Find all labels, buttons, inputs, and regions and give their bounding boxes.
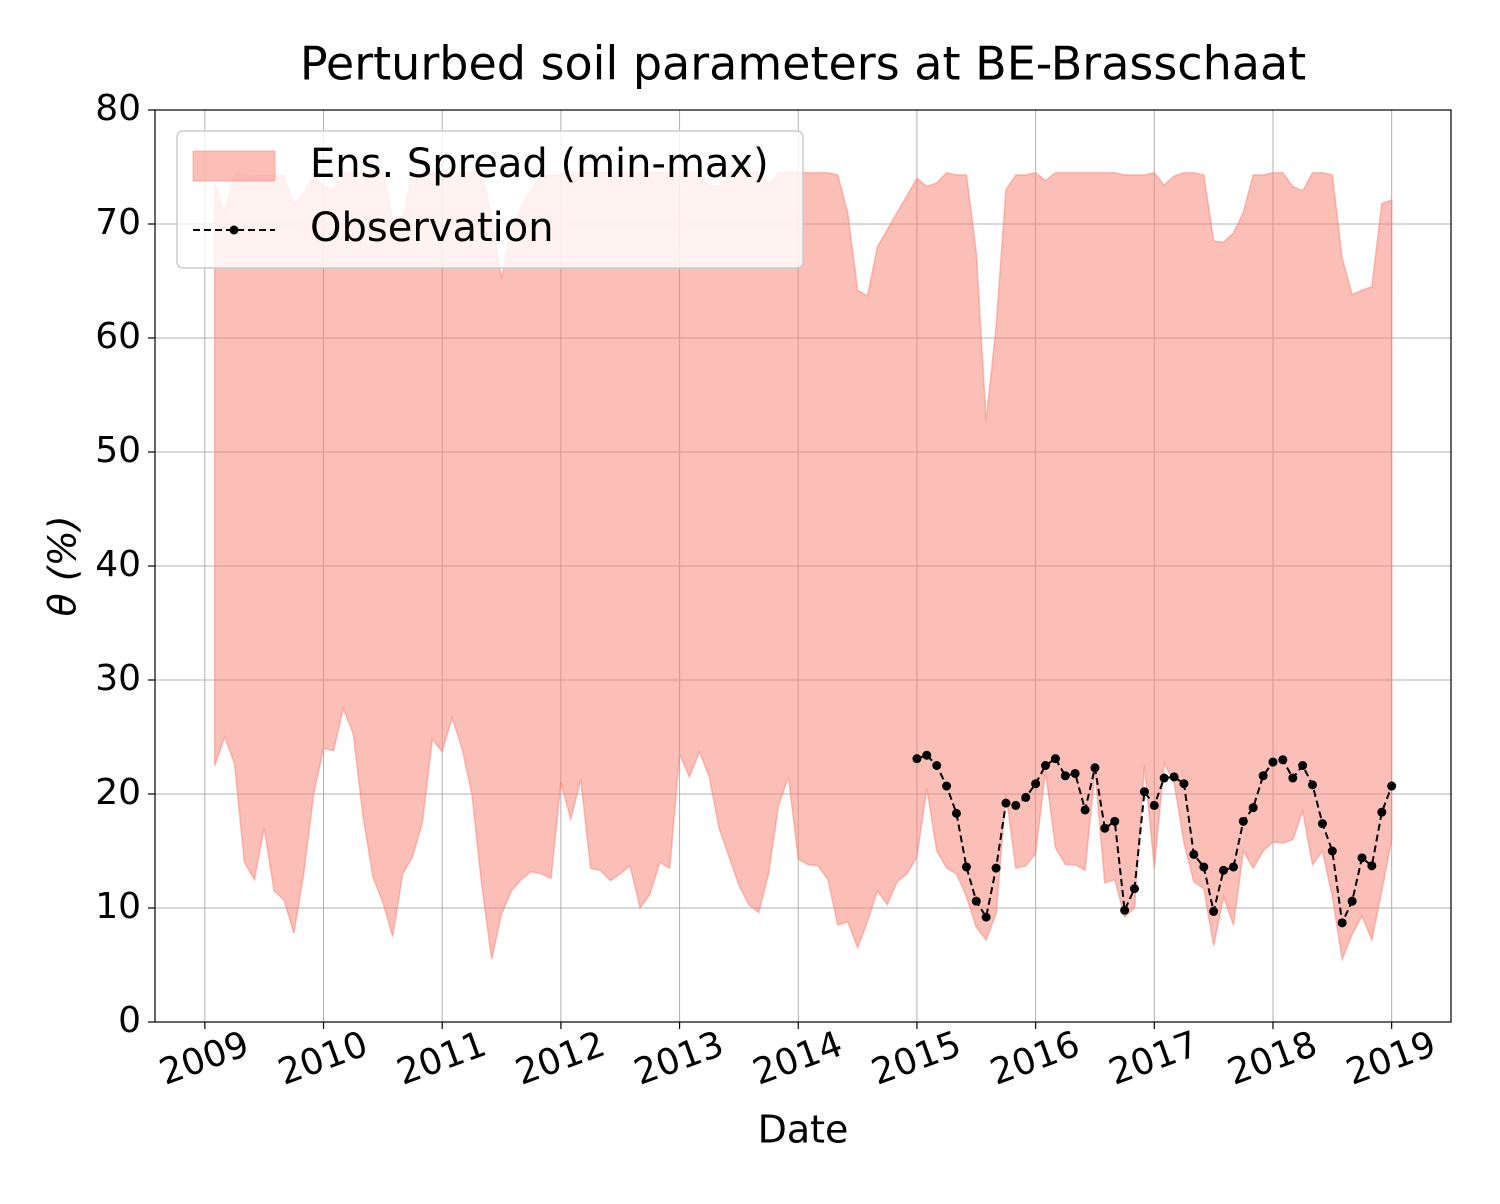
observation-point [1011, 800, 1021, 810]
observation-point [1327, 846, 1337, 856]
observation-point [1307, 780, 1317, 790]
observation-point [1031, 779, 1041, 789]
observation-point [1347, 896, 1357, 906]
observation-point [1120, 905, 1130, 915]
observation-point [1317, 819, 1327, 829]
observation-point [1100, 823, 1110, 833]
plot-frame [154, 109, 1452, 1023]
observation-point [912, 754, 922, 764]
observation-point [1070, 768, 1080, 778]
observation-point [1248, 803, 1258, 813]
observation-point [922, 750, 932, 760]
y-tick-label: 70 [95, 202, 141, 243]
observation-point [1159, 773, 1169, 783]
observation-point [1387, 781, 1397, 791]
observation-point [981, 912, 991, 922]
chart-title: Perturbed soil parameters at BE-Brasscha… [300, 37, 1306, 91]
y-tick-label: 40 [95, 544, 141, 585]
y-tick-label: 10 [95, 886, 141, 927]
observation-point [942, 781, 952, 791]
observation-point [1110, 816, 1120, 826]
observation-point [1139, 787, 1149, 797]
observation-point [1021, 792, 1031, 802]
observation-point [951, 808, 961, 818]
x-axis-label: Date [758, 1108, 849, 1152]
legend-label: Observation [310, 205, 554, 251]
observation-point [1149, 800, 1159, 810]
legend-box [176, 130, 804, 269]
ensemble-spread [213, 171, 1393, 963]
observation-point [1268, 757, 1278, 767]
observation-point [1278, 755, 1288, 765]
y-tick-label: 80 [95, 88, 141, 129]
y-tick-label: 30 [95, 658, 141, 699]
observation-point [991, 863, 1001, 873]
observation-point [1050, 754, 1060, 764]
observation-point [1060, 771, 1070, 781]
y-axis-label: θ (%) [41, 515, 85, 616]
observation-point [961, 862, 971, 872]
observation-point [1238, 816, 1248, 826]
observation-point [1337, 918, 1347, 928]
observation-point [1001, 798, 1011, 808]
observation-point [1367, 861, 1377, 871]
observation-point [1377, 807, 1387, 817]
observation-point [1080, 805, 1090, 815]
y-tick-label: 50 [95, 430, 141, 471]
y-tick-label: 20 [95, 772, 141, 813]
observation-point [1288, 773, 1298, 783]
y-tick-label: 0 [118, 1000, 141, 1041]
observation-point [1209, 906, 1219, 916]
legend-label: Ens. Spread (min-max) [310, 141, 769, 187]
observation-point [1357, 853, 1367, 863]
observation-point [1298, 761, 1308, 770]
observation-point [1040, 761, 1050, 770]
observation-point [1258, 771, 1268, 781]
legend-swatch [192, 150, 276, 182]
y-tick-label: 60 [95, 316, 141, 357]
observation-point [1179, 779, 1189, 789]
observation-point [1218, 865, 1228, 875]
observation-point [1169, 772, 1179, 782]
observation-point [1129, 884, 1139, 894]
observation-point [1189, 849, 1199, 859]
observation-point [971, 896, 981, 906]
legend-marker [229, 225, 239, 235]
legend: Ens. Spread (min-max) Observation [176, 130, 804, 269]
observation-point [1228, 862, 1238, 872]
observation-point [1199, 862, 1209, 872]
observation-point [1090, 763, 1100, 773]
observation-point [932, 761, 942, 770]
